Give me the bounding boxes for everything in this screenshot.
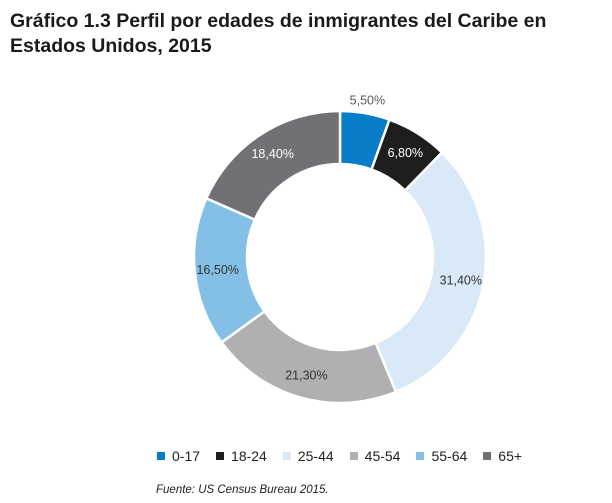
legend-item-55-64: 55-64 [416, 448, 467, 464]
legend-label-25-44: 25-44 [297, 448, 334, 464]
chart-title-line-2: Estados Unidos, 2015 [10, 35, 212, 57]
chart-title-line-1: Gráfico 1.3 Perfil por edades de inmigra… [10, 10, 547, 32]
chart-title: Gráfico 1.3 Perfil por edades de inmigra… [10, 9, 612, 59]
slice-45-54 [220, 310, 398, 405]
chart-legend: 0-17 18-24 25-44 45-54 55-64 65+ [157, 446, 538, 466]
legend-item-25-44: 25-44 [282, 448, 334, 464]
data-label-25-44: 31,40% [440, 273, 482, 287]
data-label-55-64: 16,50% [196, 263, 238, 277]
data-label-18-24: 6,80% [388, 146, 423, 160]
legend-label-0-17: 0-17 [172, 448, 201, 464]
legend-label-45-54: 45-54 [364, 448, 401, 464]
legend-swatch-25-44 [282, 452, 291, 460]
data-label-0-17: 5,50% [350, 93, 385, 107]
legend-label-18-24: 18-24 [231, 448, 267, 464]
legend-swatch-65-plus [483, 452, 492, 460]
data-label-65-plus: 18,40% [251, 147, 293, 161]
legend-swatch-45-54 [349, 452, 358, 460]
legend-swatch-55-64 [416, 452, 425, 460]
legend-item-65-plus: 65+ [483, 448, 522, 464]
legend-item-0-17: 0-17 [157, 448, 200, 464]
legend-swatch-0-17 [157, 452, 165, 460]
data-label-45-54: 21,30% [285, 368, 327, 382]
legend-item-45-54: 45-54 [349, 448, 401, 464]
legend-swatch-18-24 [216, 452, 225, 460]
slice-25-44 [374, 151, 488, 394]
slice-65-plus [205, 109, 342, 221]
legend-item-18-24: 18-24 [216, 448, 267, 464]
legend-label-55-64: 55-64 [431, 448, 468, 464]
chart-source: Fuente: US Census Bureau 2015. [156, 484, 329, 496]
legend-label-65-plus: 65+ [498, 448, 523, 464]
